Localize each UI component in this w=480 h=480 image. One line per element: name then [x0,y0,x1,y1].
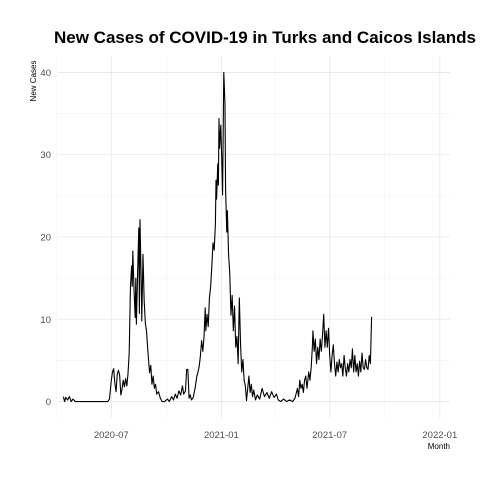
y-tick-label: 30 [40,150,51,161]
x-tick-label: 2021-07 [312,430,347,441]
chart-title: New Cases of COVID-19 in Turks and Caico… [54,28,476,47]
x-tick-labels: 2020-07 2021-01 2021-07 2022-01 [94,430,457,441]
y-axis-label: New Cases [29,61,38,102]
minor-gridlines [56,56,450,418]
x-axis-label: Month [428,442,450,451]
y-tick-labels: 0 10 20 30 40 [40,68,51,408]
series-layer [62,71,373,403]
y-tick-label: 10 [40,315,51,326]
x-tick-label: 2022-01 [422,430,457,441]
y-tick-label: 0 [46,397,51,408]
x-tick-label: 2020-07 [94,430,129,441]
y-tick-label: 40 [40,68,51,79]
major-gridlines [58,56,450,418]
x-tick-label: 2021-01 [204,430,239,441]
series-line [62,71,373,403]
y-tick-label: 20 [40,233,51,244]
